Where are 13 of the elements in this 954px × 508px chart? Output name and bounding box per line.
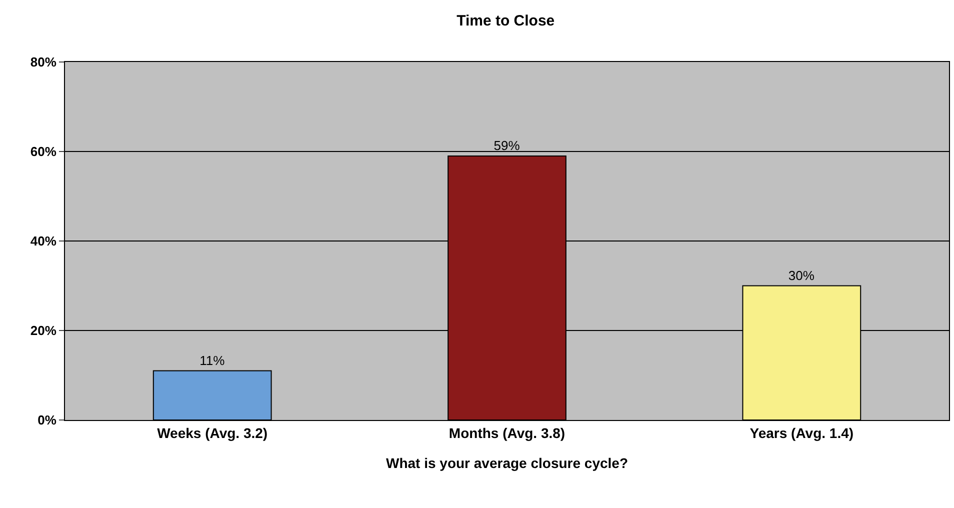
y-tick-label: 60% xyxy=(30,144,57,160)
data-label: 30% xyxy=(788,268,815,283)
x-tick-label: Months (Avg. 3.8) xyxy=(448,424,566,441)
y-tick-label: 0% xyxy=(38,412,57,428)
y-tick-label: 20% xyxy=(30,323,57,338)
x-tick-label: Weeks (Avg. 3.2) xyxy=(157,424,268,441)
data-label: 11% xyxy=(200,352,226,368)
y-tick-label: 80% xyxy=(30,54,57,70)
x-axis-title: What is your average closure cycle? xyxy=(386,455,628,472)
x-tick-label: Years (Avg. 1.4) xyxy=(750,424,854,441)
chart-title: Time to Close xyxy=(456,12,555,30)
data-label: 59% xyxy=(494,138,520,153)
y-tick-label: 40% xyxy=(30,234,57,249)
